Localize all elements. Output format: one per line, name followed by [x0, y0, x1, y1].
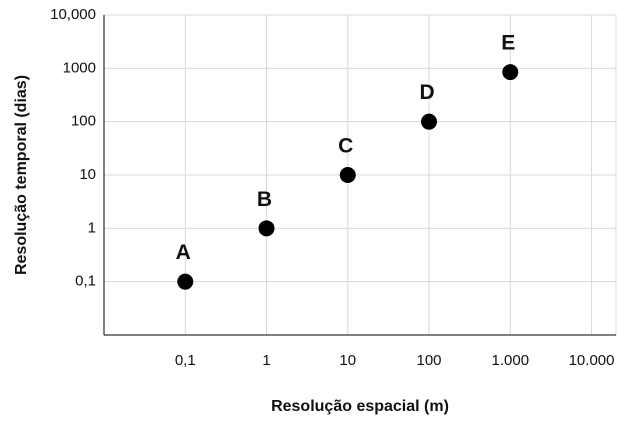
x-tick-label: 0,1 — [175, 352, 196, 369]
point — [502, 64, 519, 81]
x-tick-label: 10.000 — [569, 352, 615, 369]
y-tick-label: 10 — [79, 166, 96, 183]
x-tick-label: 1.000 — [492, 352, 530, 369]
y-tick-label: 100 — [71, 113, 96, 130]
point — [339, 167, 356, 183]
point — [177, 273, 194, 290]
point — [421, 113, 438, 130]
y-tick-label: 1000 — [63, 59, 96, 76]
x-tick-label: 10 — [339, 352, 356, 369]
x-axis-title: Resolução espacial (m) — [271, 398, 449, 415]
y-tick-label: 10,000 — [50, 6, 96, 23]
y-tick-label: 1 — [88, 219, 96, 236]
point — [258, 220, 275, 237]
point-label: E — [501, 32, 515, 55]
point-label: B — [257, 188, 272, 211]
y-axis-title: Resolução temporal (dias) — [13, 75, 30, 275]
point-label: D — [419, 81, 434, 104]
point-label: A — [176, 241, 191, 264]
point-label: C — [338, 135, 353, 158]
x-tick-label: 1 — [262, 352, 270, 369]
y-tick-label: 0,1 — [75, 273, 96, 290]
x-tick-label: 100 — [417, 352, 442, 369]
